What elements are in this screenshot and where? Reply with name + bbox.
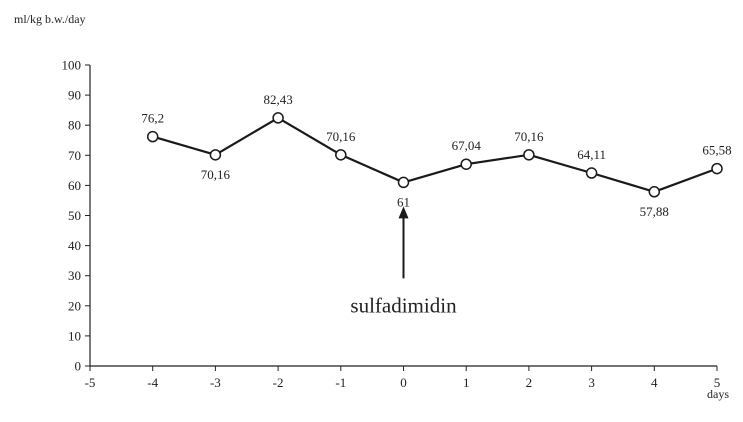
data-point xyxy=(648,186,661,198)
data-point xyxy=(335,149,347,161)
x-tick-label: -3 xyxy=(210,375,221,390)
data-point xyxy=(523,149,535,161)
x-tick-label: 2 xyxy=(526,375,533,390)
data-point xyxy=(209,149,222,161)
y-tick-label: 70 xyxy=(68,148,81,163)
data-label: 61 xyxy=(397,194,410,209)
annotation-arrowhead xyxy=(398,206,409,219)
y-tick-label: 60 xyxy=(68,178,81,193)
data-point xyxy=(585,167,598,179)
x-tick-label: 0 xyxy=(400,375,407,390)
y-tick-label: 80 xyxy=(68,118,81,133)
x-tick-label: -2 xyxy=(273,375,284,390)
x-axis-ticks: -5 -4 -3 -2 -1 0 1 2 3 4 5 xyxy=(85,366,721,390)
data-label: 70,16 xyxy=(201,167,231,182)
series-line xyxy=(152,116,718,193)
data-points xyxy=(146,112,723,198)
x-tick-label: -4 xyxy=(147,375,158,390)
data-point xyxy=(146,130,159,143)
x-tick-label: 3 xyxy=(588,375,595,390)
x-tick-label: 1 xyxy=(463,375,470,390)
series-line-group xyxy=(152,116,718,193)
y-tick-label: 30 xyxy=(68,268,81,283)
data-point xyxy=(711,162,723,175)
data-label: 67,04 xyxy=(452,138,482,153)
y-tick-label: 0 xyxy=(75,359,82,374)
y-tick-label: 10 xyxy=(68,328,81,343)
sulfadimidin-annotation: sulfadimidin xyxy=(350,206,457,317)
data-point xyxy=(272,112,284,124)
y-tick-label: 20 xyxy=(68,298,81,313)
x-tick-label: -1 xyxy=(335,375,346,390)
y-tick-label: 90 xyxy=(68,88,81,103)
data-label: 65,58 xyxy=(702,143,731,158)
data-labels: 76,2 70,16 82,43 70,16 61 67,04 70,16 64,11 57,8… xyxy=(141,92,731,219)
y-tick-label: 40 xyxy=(68,238,81,253)
data-label: 70,16 xyxy=(326,129,356,144)
y-axis-ticks: 0 10 20 30 40 50 60 70 80 90 100 xyxy=(62,58,90,374)
x-tick-label: 5 xyxy=(714,375,721,390)
data-label: 82,43 xyxy=(263,92,292,107)
data-point xyxy=(460,158,472,170)
annotation-label: sulfadimidin xyxy=(350,293,457,317)
y-axis-unit-label: ml/kg b.w./day xyxy=(14,12,86,26)
data-label: 57,88 xyxy=(640,204,669,219)
x-tick-label: -5 xyxy=(85,375,96,390)
data-label: 64,11 xyxy=(577,147,606,162)
x-axis-unit-label: days xyxy=(707,387,729,401)
data-label: 70,16 xyxy=(514,129,544,144)
data-point xyxy=(397,176,410,189)
y-tick-label: 100 xyxy=(62,58,82,73)
data-label: 76,2 xyxy=(141,111,164,126)
y-tick-label: 50 xyxy=(68,208,81,223)
x-tick-label: 4 xyxy=(651,375,658,390)
